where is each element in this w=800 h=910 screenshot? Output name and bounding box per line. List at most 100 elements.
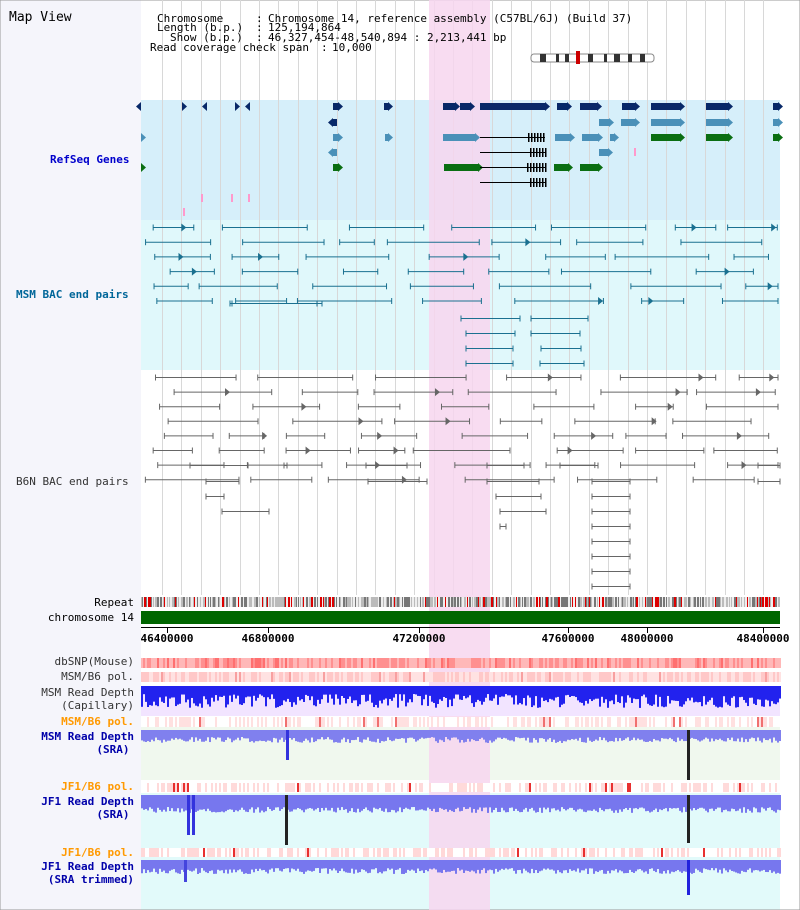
- depth-bar: [229, 795, 231, 810]
- heat-cell: [377, 658, 379, 668]
- repeat-element: [752, 597, 753, 607]
- heat-cell: [713, 717, 715, 727]
- track-label-msm-bac[interactable]: MSM BAC end pairs: [16, 288, 129, 301]
- gene-feature: [599, 149, 608, 156]
- depth-bar: [167, 730, 169, 741]
- heat-cell: [683, 783, 685, 792]
- heat-cell: [283, 783, 285, 792]
- depth-bar: [191, 686, 193, 698]
- heat-cell: [673, 672, 675, 682]
- depth-bar: [751, 795, 753, 813]
- depth-bar: [515, 686, 517, 696]
- selected-region-highlight[interactable]: [429, 0, 490, 910]
- heat-cell: [535, 717, 537, 727]
- heat-cell: [319, 717, 321, 727]
- heat-cell: [687, 848, 689, 857]
- repeat-element: [285, 597, 286, 607]
- heat-cell: [449, 783, 451, 792]
- depth-bar: [233, 730, 235, 741]
- depth-bar: [333, 730, 335, 743]
- heat-cell: [263, 658, 265, 668]
- heat-cell: [703, 717, 705, 727]
- depth-bar: [245, 730, 247, 739]
- heat-cell: [471, 717, 473, 727]
- msm-bac-track[interactable]: [145, 223, 779, 367]
- depth-bar: [213, 860, 215, 874]
- heat-cell: [693, 848, 695, 857]
- depth-bar: [591, 795, 593, 811]
- heat-cell: [265, 783, 267, 792]
- depth-bar: [765, 795, 767, 811]
- depth-bar: [599, 860, 601, 871]
- depth-bar: [493, 730, 495, 742]
- heat-cell: [407, 672, 409, 682]
- heat-cell: [633, 717, 635, 727]
- depth-bar: [721, 860, 723, 874]
- heat-cell: [289, 783, 291, 792]
- depth-bar: [549, 730, 551, 739]
- heat-cell: [673, 717, 675, 727]
- heat-cell: [681, 717, 683, 727]
- depth-bar: [749, 860, 751, 869]
- heat-cell: [233, 783, 235, 792]
- depth-bar: [199, 795, 201, 810]
- heat-cell: [511, 717, 513, 727]
- track-label-refseq[interactable]: RefSeq Genes: [50, 153, 130, 166]
- depth-bar: [759, 686, 761, 700]
- b6n-bac-track[interactable]: [144, 373, 781, 590]
- heat-cell: [327, 783, 329, 792]
- depth-bar: [457, 795, 459, 808]
- depth-bar: [705, 860, 707, 870]
- heat-cell: [743, 717, 745, 727]
- repeat-element: [723, 597, 724, 607]
- depth-bar: [309, 686, 311, 701]
- repeat-element: [642, 597, 643, 607]
- heat-cell: [499, 658, 501, 668]
- heat-cell: [545, 783, 547, 792]
- repeat-element: [414, 597, 415, 607]
- track-label-b6n-bac[interactable]: B6N BAC end pairs: [16, 475, 129, 488]
- repeat-element: [469, 597, 471, 607]
- heat-cell: [271, 848, 273, 857]
- chromosome-ideogram[interactable]: [530, 51, 655, 64]
- heat-cell: [697, 672, 699, 682]
- heat-cell: [551, 672, 553, 682]
- depth-bar: [197, 686, 199, 707]
- depth-bar: [429, 795, 431, 810]
- chromosome-track: [141, 611, 780, 633]
- refseq-genes-track[interactable]: [136, 102, 783, 216]
- heat-cell: [581, 672, 583, 682]
- heat-cell: [695, 848, 697, 857]
- depth-bar: [407, 795, 409, 809]
- depth-bar: [475, 686, 477, 703]
- depth-bar: [417, 860, 419, 869]
- heat-cell: [609, 783, 611, 792]
- depth-bar: [775, 860, 777, 874]
- repeat-element: [259, 597, 260, 607]
- depth-bar: [439, 860, 441, 873]
- depth-bar: [355, 730, 357, 740]
- repeat-element: [425, 597, 426, 607]
- heat-cell: [411, 658, 413, 668]
- heat-cell: [159, 783, 161, 792]
- heat-cell: [333, 717, 335, 727]
- heat-cell: [409, 848, 411, 857]
- heat-cell: [731, 672, 733, 682]
- repeat-element: [542, 597, 543, 607]
- depth-bar: [579, 686, 581, 703]
- depth-bar: [177, 686, 179, 705]
- repeat-element: [666, 597, 667, 607]
- heat-cell: [145, 848, 147, 857]
- repeat-element: [371, 597, 373, 607]
- heat-cell: [271, 783, 273, 792]
- heat-cell: [635, 717, 637, 727]
- depth-bar: [147, 860, 149, 871]
- heat-cell: [505, 658, 507, 668]
- heat-cell: [617, 783, 619, 792]
- heat-cell: [365, 783, 367, 792]
- depth-bar: [341, 795, 343, 808]
- repeat-element: [283, 597, 284, 607]
- heat-cell: [299, 717, 301, 727]
- heat-cell: [569, 848, 571, 857]
- heat-cell: [715, 717, 717, 727]
